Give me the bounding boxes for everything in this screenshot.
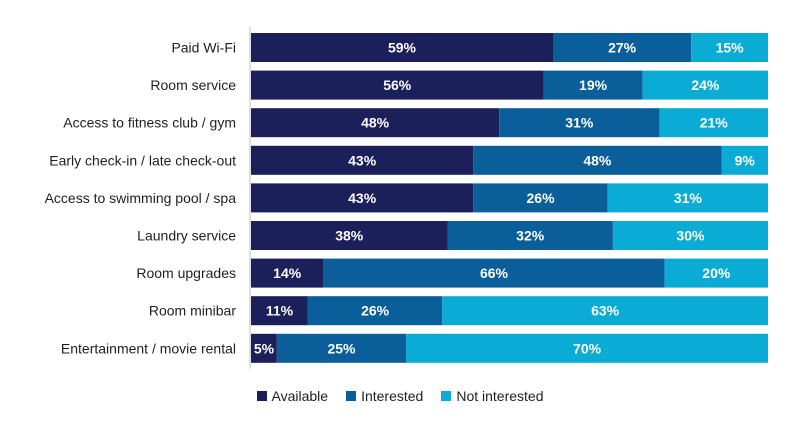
value-label-not-interested-room-upgrades: 20% [702, 265, 731, 281]
bar-interested-access-to-swimming-pool-spa [473, 183, 608, 213]
bar-available-access-to-swimming-pool-spa [251, 183, 474, 213]
bar-not-interested-laundry-service [612, 221, 768, 250]
bar-not-interested-paid-wi-fi [691, 33, 768, 62]
value-label-interested-paid-wi-fi: 27% [608, 40, 637, 56]
category-label-room-service: Room service [150, 77, 236, 93]
bar-available-entertainment-movie-rental [251, 333, 277, 363]
value-label-available-laundry-service: 38% [335, 228, 364, 244]
bar-available-paid-wi-fi [251, 33, 554, 62]
value-label-available-early-check-in-late-check-out: 43% [348, 152, 377, 168]
legend-item-not-interested: Not interested [441, 388, 544, 404]
legend-label-interested: Interested [361, 388, 424, 404]
value-label-interested-laundry-service: 32% [516, 228, 545, 244]
category-label-room-upgrades: Room upgrades [136, 265, 236, 281]
value-label-available-paid-wi-fi: 59% [388, 40, 417, 56]
bar-available-early-check-in-late-check-out [251, 145, 474, 175]
stacked-bar-chart: Paid Wi-Fi 59% 27% 15% Room service 56% 19% 24%… [45, 27, 768, 369]
bar-not-interested-entertainment-movie-rental [406, 333, 768, 363]
value-label-not-interested-access-to-swimming-pool-spa: 31% [674, 190, 703, 206]
value-label-interested-room-service: 19% [579, 77, 608, 93]
bar-interested-room-service [543, 70, 643, 100]
value-label-interested-access-to-swimming-pool-spa: 26% [527, 190, 556, 206]
bar-interested-entertainment-movie-rental [276, 333, 407, 363]
value-label-not-interested-room-minibar: 63% [591, 303, 620, 319]
bar-available-laundry-service [251, 221, 448, 250]
category-label-access-to-swimming-pool-spa: Access to swimming pool / spa [45, 190, 237, 206]
bar-not-interested-room-upgrades [664, 258, 768, 288]
category-label-access-to-fitness-club-gym: Access to fitness club / gym [63, 115, 236, 131]
category-label-early-check-in-late-check-out: Early check-in / late check-out [49, 152, 236, 168]
value-label-not-interested-early-check-in-late-check-out: 9% [735, 152, 756, 168]
bar-available-room-service [251, 70, 544, 100]
category-label-paid-wi-fi: Paid Wi-Fi [171, 40, 236, 56]
legend-label-not-interested: Not interested [456, 388, 544, 404]
value-label-interested-entertainment-movie-rental: 25% [327, 340, 356, 356]
bar-available-room-upgrades [251, 258, 324, 288]
bar-interested-access-to-fitness-club-gym [499, 108, 660, 138]
bar-not-interested-early-check-in-late-check-out [721, 145, 768, 175]
value-label-not-interested-entertainment-movie-rental: 70% [573, 340, 602, 356]
value-label-available-room-minibar: 11% [266, 303, 294, 319]
value-label-interested-room-upgrades: 66% [480, 265, 509, 281]
value-label-interested-room-minibar: 26% [361, 303, 390, 319]
value-label-not-interested-room-service: 24% [691, 77, 720, 93]
category-label-room-minibar: Room minibar [149, 303, 236, 319]
bar-interested-room-upgrades [323, 258, 665, 288]
bar-available-access-to-fitness-club-gym [251, 108, 500, 138]
value-label-not-interested-access-to-fitness-club-gym: 21% [700, 115, 729, 131]
bar-interested-early-check-in-late-check-out [473, 145, 722, 175]
legend: Available Interested Not interested [0, 388, 800, 404]
category-label-laundry-service: Laundry service [137, 228, 236, 244]
value-label-not-interested-laundry-service: 30% [676, 228, 705, 244]
bar-not-interested-access-to-swimming-pool-spa [607, 183, 768, 213]
value-label-interested-access-to-fitness-club-gym: 31% [565, 115, 594, 131]
value-label-not-interested-paid-wi-fi: 15% [716, 40, 745, 56]
value-label-available-access-to-swimming-pool-spa: 43% [348, 190, 377, 206]
value-label-available-access-to-fitness-club-gym: 48% [361, 115, 390, 131]
bar-interested-room-minibar [307, 296, 443, 326]
category-label-entertainment-movie-rental: Entertainment / movie rental [61, 340, 236, 356]
bar-not-interested-access-to-fitness-club-gym [659, 108, 768, 138]
bar-available-room-minibar [251, 296, 308, 326]
value-label-available-entertainment-movie-rental: 5% [254, 340, 275, 356]
legend-swatch-interested [346, 391, 357, 401]
value-label-interested-early-check-in-late-check-out: 48% [583, 152, 612, 168]
bar-not-interested-room-minibar [442, 296, 768, 326]
legend-item-available: Available [256, 388, 329, 404]
bar-interested-paid-wi-fi [553, 33, 692, 62]
legend-swatch-not-interested [441, 391, 452, 401]
legend-swatch-available [256, 391, 267, 401]
bar-not-interested-room-service [642, 70, 768, 100]
legend-item-interested: Interested [346, 388, 423, 404]
legend-label-available: Available [271, 388, 329, 404]
value-label-available-room-service: 56% [383, 77, 412, 93]
bar-interested-laundry-service [447, 221, 613, 250]
value-label-available-room-upgrades: 14% [273, 265, 302, 281]
